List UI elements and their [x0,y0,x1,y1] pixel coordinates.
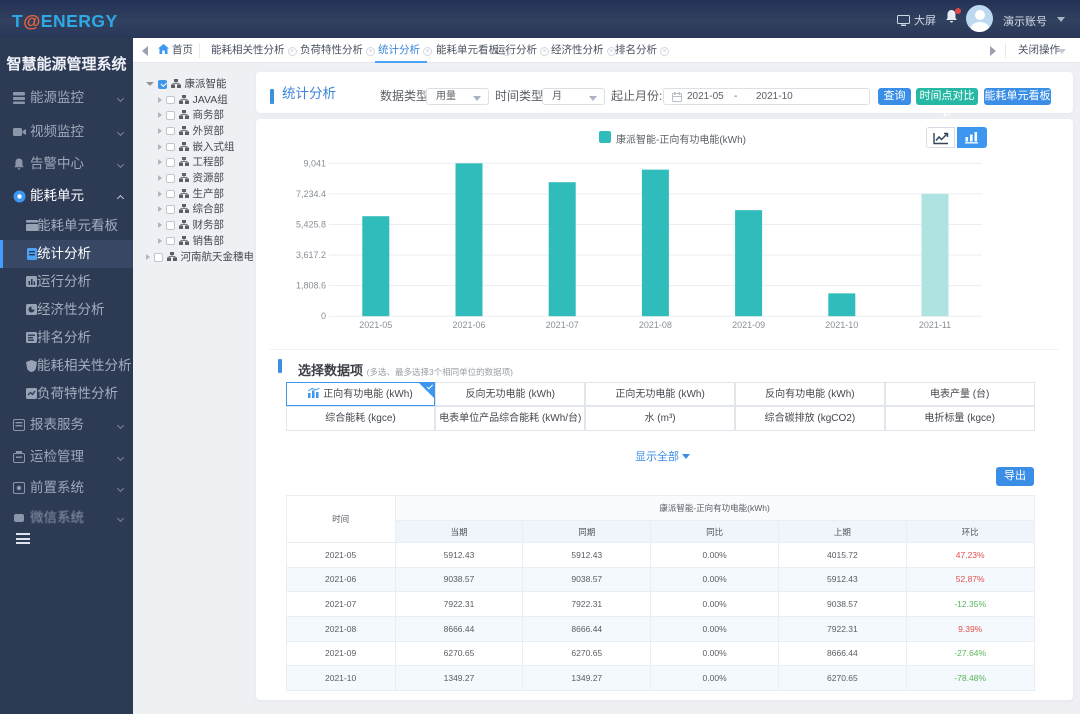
svg-text:2021-08: 2021-08 [639,320,672,330]
svg-text:3,617.2: 3,617.2 [296,250,326,260]
svg-text:7,234.4: 7,234.4 [296,189,326,199]
svg-text:2021-09: 2021-09 [732,320,765,330]
svg-text:9,041: 9,041 [303,158,326,168]
svg-text:2021-05: 2021-05 [359,320,392,330]
svg-text:5,425.8: 5,425.8 [296,219,326,229]
svg-text:1,808.6: 1,808.6 [296,281,326,291]
svg-text:2021-06: 2021-06 [452,320,485,330]
svg-text:2021-10: 2021-10 [825,320,858,330]
svg-text:0: 0 [321,311,326,321]
svg-text:2021-11: 2021-11 [919,320,951,330]
svg-text:2021-07: 2021-07 [546,320,579,330]
